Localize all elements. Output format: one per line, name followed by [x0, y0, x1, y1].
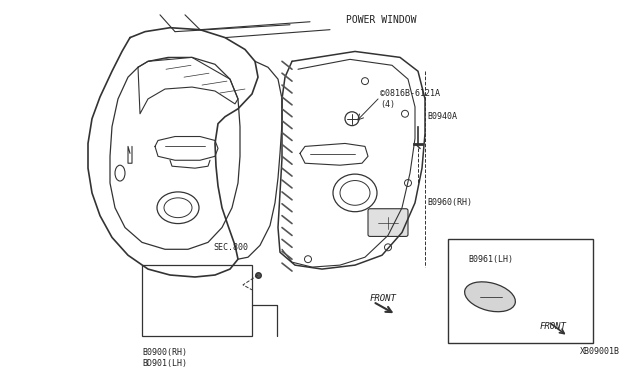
- Text: B0960(RH): B0960(RH): [427, 198, 472, 207]
- Text: SEC.800: SEC.800: [213, 243, 248, 252]
- Text: FRONT: FRONT: [540, 322, 567, 331]
- Text: B0940A: B0940A: [427, 112, 457, 121]
- FancyBboxPatch shape: [368, 209, 408, 237]
- Text: POWER WINDOW: POWER WINDOW: [346, 15, 416, 25]
- Text: B0900(RH)
BD901(LH): B0900(RH) BD901(LH): [142, 348, 187, 368]
- Text: B0961(LH): B0961(LH): [468, 255, 513, 264]
- Text: FRONT: FRONT: [370, 294, 397, 303]
- Ellipse shape: [465, 282, 515, 312]
- Bar: [142, 265, 252, 336]
- Text: ©0816B-6121A
(4): ©0816B-6121A (4): [380, 89, 440, 109]
- Text: XB09001B: XB09001B: [580, 347, 620, 356]
- Bar: [448, 240, 593, 343]
